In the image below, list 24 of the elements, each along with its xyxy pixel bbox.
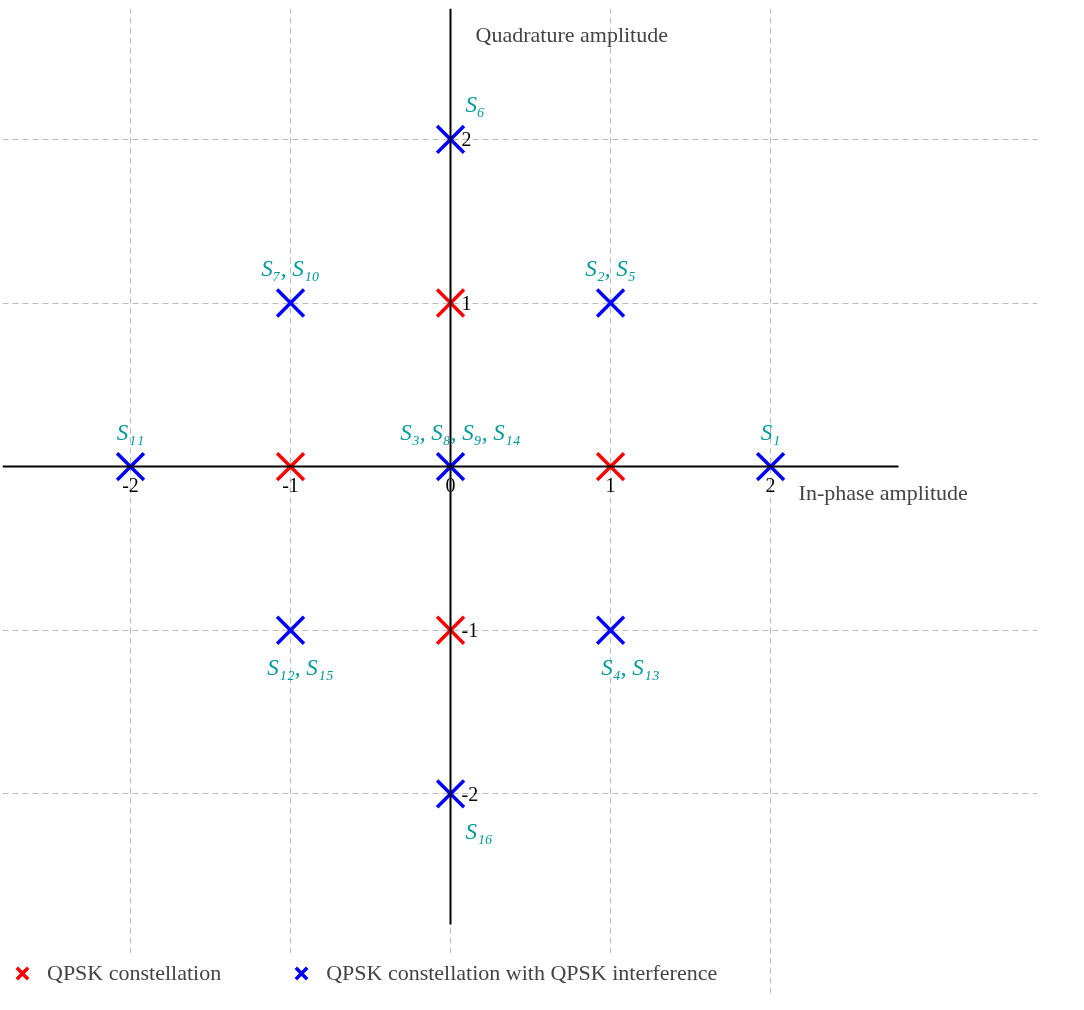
annotation: S₂, S₅ bbox=[585, 256, 636, 282]
legend-label: QPSK constellation with QPSK interference bbox=[326, 960, 718, 986]
annotation: S₁₂, S₁₅ bbox=[267, 655, 334, 681]
y-tick-label: 1 bbox=[461, 292, 472, 315]
x-tick-label: 2 bbox=[765, 473, 776, 496]
x-axis-title: In-phase amplitude bbox=[798, 479, 968, 505]
x-tick-label: -1 bbox=[282, 473, 299, 496]
y-tick-label: 2 bbox=[461, 128, 472, 151]
annotation: S₄, S₁₃ bbox=[601, 655, 660, 681]
x-tick-label: -2 bbox=[122, 473, 139, 496]
legend-label: QPSK constellation bbox=[47, 960, 222, 986]
annotation: S₁ bbox=[760, 419, 781, 445]
annotation: S₁₁ bbox=[116, 419, 145, 445]
point bbox=[595, 615, 626, 646]
y-axis-title: Quadrature amplitude bbox=[475, 21, 668, 47]
x-tick-label: 1 bbox=[605, 473, 616, 496]
point bbox=[275, 287, 306, 319]
y-tick-label: -2 bbox=[461, 782, 479, 805]
point bbox=[275, 615, 306, 646]
annotation: S₆ bbox=[465, 92, 486, 118]
point bbox=[595, 287, 626, 319]
annotation: S₁₆ bbox=[465, 818, 494, 844]
y-tick-label: -1 bbox=[461, 619, 479, 642]
annotation: S₇, S₁₀ bbox=[261, 256, 320, 282]
